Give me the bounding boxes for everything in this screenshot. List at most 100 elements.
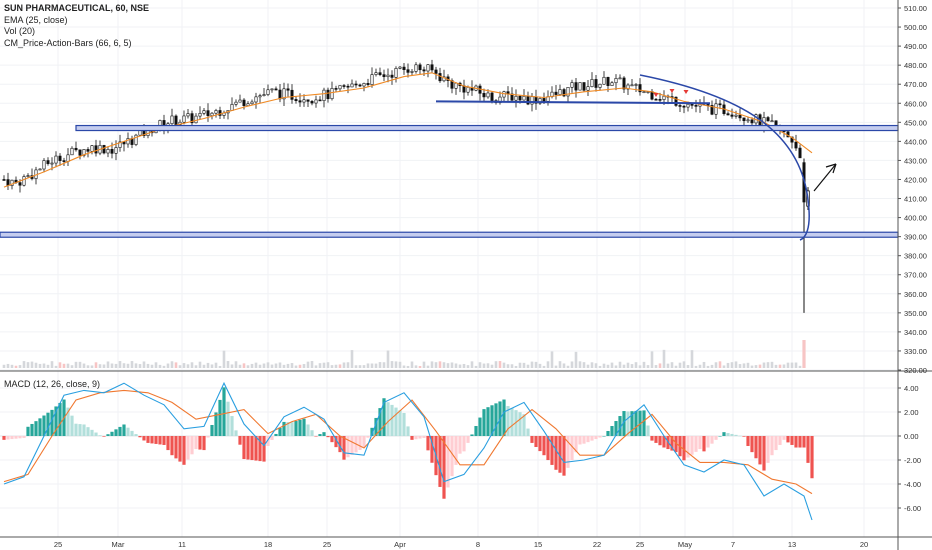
volume-bar xyxy=(310,361,314,368)
candle-body xyxy=(394,68,398,78)
volume-bar xyxy=(426,365,430,368)
candle-body xyxy=(614,78,618,84)
macd-histogram-bar xyxy=(330,436,334,443)
candle-body xyxy=(294,99,298,101)
volume-bar xyxy=(2,364,6,368)
volume-bar xyxy=(786,362,790,368)
macd-histogram-bar xyxy=(706,436,710,448)
macd-histogram-bar xyxy=(582,436,586,444)
candle-body xyxy=(46,160,50,164)
volume-bar xyxy=(134,363,138,368)
candle-body xyxy=(594,79,598,88)
candle-body xyxy=(718,103,722,106)
volume-bar xyxy=(358,365,362,368)
candle xyxy=(638,78,642,96)
macd-histogram-bar xyxy=(266,436,270,446)
macd-histogram-bar xyxy=(786,436,790,443)
red-triangle-marker xyxy=(683,90,689,94)
macd-histogram-bar xyxy=(34,421,38,436)
macd-histogram-bar xyxy=(138,436,142,438)
macd-histogram-bar xyxy=(622,411,626,436)
candle-body xyxy=(66,154,70,162)
candle-body xyxy=(90,145,94,152)
price-tick-label: 450.00 xyxy=(904,118,927,127)
price-tick-label: 430.00 xyxy=(904,156,927,165)
candle xyxy=(22,174,26,187)
macd-histogram-bar xyxy=(378,408,382,436)
macd-histogram-bar xyxy=(718,436,722,437)
indicator-legend[interactable]: CM_Price-Action-Bars (66, 6, 5) xyxy=(4,37,132,48)
candle-body xyxy=(434,69,438,74)
candle-body xyxy=(590,79,594,87)
volume-bar xyxy=(26,362,30,368)
volume-bar xyxy=(262,363,266,368)
volume-bar xyxy=(734,361,738,368)
macd-histogram-bar xyxy=(50,409,54,436)
volume-bar xyxy=(730,362,734,368)
macd-histogram-bar xyxy=(38,418,42,436)
volume-bar xyxy=(682,361,686,368)
user-drawings[interactable] xyxy=(0,74,899,241)
candle xyxy=(186,108,190,119)
volume-bar xyxy=(506,364,510,368)
candle-body xyxy=(270,88,274,91)
ema-legend[interactable]: EMA (25, close) xyxy=(4,14,68,25)
candle xyxy=(430,59,434,74)
candle-body xyxy=(410,71,414,73)
candle xyxy=(790,136,794,149)
macd-histogram-bar xyxy=(550,436,554,465)
price-tick-label: 370.00 xyxy=(904,271,927,280)
volume-bar xyxy=(738,364,742,368)
candle xyxy=(362,82,366,92)
time-tick-label: 25 xyxy=(54,540,62,549)
volume-bar xyxy=(374,363,378,368)
volume-bar xyxy=(770,361,774,368)
macd-legend[interactable]: MACD (12, 26, close, 9) xyxy=(4,379,101,389)
macd-histogram-bar xyxy=(546,436,550,461)
volume-bar xyxy=(718,361,722,368)
candle-body xyxy=(794,141,798,149)
macd-histogram-bar xyxy=(270,436,274,440)
macd-histogram-bar xyxy=(642,410,646,436)
candle xyxy=(650,88,654,101)
macd-histogram-bar xyxy=(298,419,302,436)
macd-histogram-bar xyxy=(146,436,150,443)
macd-histogram-bar xyxy=(382,398,386,436)
macd-histogram-bar xyxy=(30,423,34,436)
candle-body xyxy=(174,115,178,126)
macd-histogram-bar xyxy=(78,424,82,436)
macd-histogram-bar xyxy=(374,417,378,436)
macd-histogram-bar xyxy=(542,436,546,456)
candle xyxy=(6,172,10,191)
volume-bar xyxy=(510,364,514,368)
macd-histogram-bar xyxy=(766,436,770,463)
volume-bar xyxy=(186,364,190,368)
candle xyxy=(318,96,322,102)
volume-bar xyxy=(254,362,258,368)
volume-legend[interactable]: Vol (20) xyxy=(4,26,36,36)
volume-bar xyxy=(530,361,534,368)
macd-pane[interactable] xyxy=(0,381,898,521)
macd-histogram-bar xyxy=(598,436,602,438)
macd-histogram-bar xyxy=(750,436,754,453)
candle xyxy=(174,114,178,126)
candle-body xyxy=(114,147,118,154)
candle-body xyxy=(118,141,122,148)
symbol-title[interactable]: SUN PHARMACEUTICAL, 60, NSE xyxy=(4,3,150,13)
macd-histogram-bar xyxy=(102,436,106,437)
candle xyxy=(770,114,774,123)
candle-body xyxy=(566,87,570,97)
candle xyxy=(566,87,570,103)
candle xyxy=(578,82,582,91)
candle xyxy=(442,69,446,83)
candle xyxy=(266,84,270,97)
candle-body xyxy=(542,98,546,102)
volume-bar xyxy=(306,361,310,368)
macd-histogram-bar xyxy=(362,436,366,448)
volume-bar xyxy=(746,362,750,368)
candle xyxy=(726,111,730,116)
candle xyxy=(238,94,242,103)
price-candles[interactable] xyxy=(2,59,810,313)
